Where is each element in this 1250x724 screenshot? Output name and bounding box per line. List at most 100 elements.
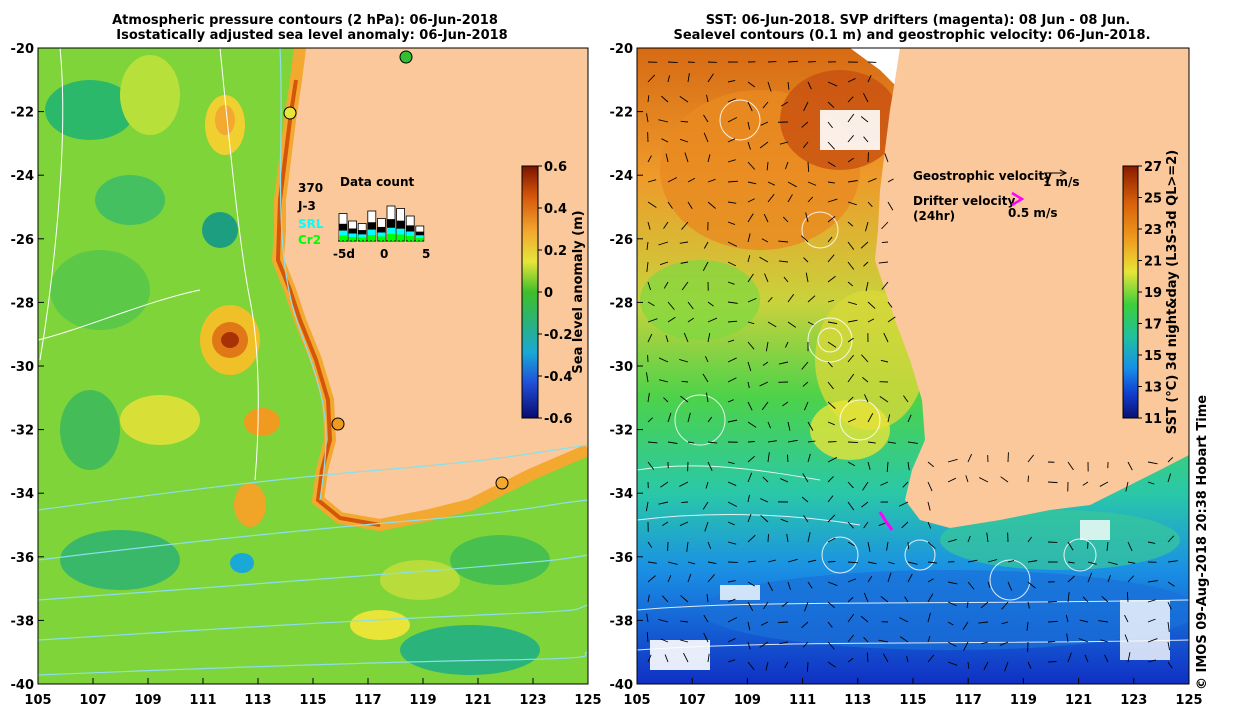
- colorbar-tick-label: 13: [1144, 381, 1162, 396]
- drifter-velocity-label: Drifter velocity: [913, 194, 1015, 208]
- y-tick-label: -26: [11, 233, 35, 248]
- x-tick-label: 117: [354, 693, 381, 708]
- count-bar-cr2: [368, 235, 376, 241]
- tide-gauge-marker: [496, 477, 508, 489]
- inset-tick-minus5: -5d: [333, 247, 355, 261]
- velocity-arrow: [828, 561, 835, 562]
- velocity-arrow: [1048, 601, 1057, 602]
- colorbar-tick-label: 23: [1144, 223, 1162, 238]
- geostrophic-scale-label: 1 m/s: [1043, 175, 1080, 189]
- sat-label-j3: J-3: [297, 199, 316, 213]
- count-bar-j3: [377, 227, 385, 233]
- x-tick-label: 119: [1010, 693, 1037, 708]
- sat-label-cr2: Cr2: [298, 233, 321, 247]
- x-tick-label: 125: [574, 693, 601, 708]
- colorbar-tick-label: -0.2: [544, 328, 572, 343]
- x-tick-label: 113: [844, 693, 871, 708]
- count-bar-cr2: [377, 237, 385, 242]
- velocity-arrow: [1048, 482, 1058, 483]
- x-tick-label: 117: [955, 693, 982, 708]
- count-bar-srl: [387, 228, 395, 234]
- velocity-arrow: [1028, 476, 1029, 482]
- x-tick-label: 125: [1175, 693, 1202, 708]
- left-map-plot: [38, 48, 588, 684]
- x-tick-label: 109: [134, 693, 161, 708]
- colorbar-tick-label: 25: [1144, 192, 1162, 207]
- count-bar-j3: [368, 222, 376, 230]
- tide-gauge-marker: [284, 107, 296, 119]
- y-tick-label: -22: [11, 106, 35, 121]
- count-bar-srl: [377, 233, 385, 237]
- sst-colorbar-gradient: [1123, 166, 1138, 418]
- left-title-line2: Isostatically adjusted sea level anomaly…: [116, 28, 507, 43]
- count-bar-j3: [406, 225, 414, 231]
- colorbar-tick-label: 0: [544, 286, 553, 301]
- y-tick-label: -28: [11, 296, 35, 311]
- y-tick-label: -32: [610, 424, 634, 439]
- count-bar-cr2: [406, 236, 414, 241]
- australia-land: [875, 48, 1189, 528]
- count-bar-cr2: [358, 238, 366, 242]
- tide-gauge-marker: [332, 418, 344, 430]
- data-count-title: Data count: [340, 175, 415, 189]
- count-bar-j3: [397, 221, 405, 229]
- x-tick-label: 119: [409, 693, 436, 708]
- geostrophic-velocity-label: Geostrophic velocity: [913, 169, 1052, 183]
- inset-tick-5: 5: [422, 247, 430, 261]
- count-bar-cr2: [387, 234, 395, 241]
- count-bar-srl: [339, 231, 347, 236]
- y-tick-label: -36: [610, 551, 634, 566]
- y-tick-label: -32: [11, 424, 35, 439]
- colorbar-tick-label: 17: [1144, 318, 1162, 333]
- x-tick-label: 115: [899, 693, 926, 708]
- count-bar-j3: [416, 232, 424, 236]
- y-tick-label: -26: [610, 233, 634, 248]
- x-tick-label: 111: [189, 693, 216, 708]
- count-bar-cr2: [349, 237, 357, 241]
- y-tick-label: -24: [610, 169, 634, 184]
- sat-label-srl: SRL: [298, 217, 324, 231]
- colorbar-tick-label: 27: [1144, 160, 1162, 175]
- right-map-plot: [637, 48, 1200, 684]
- count-bar-j3: [339, 224, 347, 231]
- drifter-scale-label: 0.5 m/s: [1008, 206, 1057, 220]
- colorbar-tick-label: 11: [1144, 412, 1162, 427]
- x-tick-label: 115: [299, 693, 326, 708]
- right-title-line2: Sealevel contours (0.1 m) and geostrophi…: [673, 28, 1150, 43]
- velocity-arrow: [848, 442, 858, 443]
- count-bar-j3: [349, 229, 357, 234]
- right-title-line1: SST: 06-Jun-2018. SVP drifters (magenta)…: [706, 13, 1131, 28]
- x-tick-label: 121: [1065, 693, 1092, 708]
- colorbar-tick-label: -0.4: [544, 370, 572, 385]
- left-map: Atmospheric pressure contours (2 hPa): 0…: [11, 13, 602, 708]
- count-bar-srl: [416, 235, 424, 238]
- count-bar-srl: [368, 230, 376, 235]
- y-tick-label: -24: [11, 169, 35, 184]
- colorbar-tick-label: 0.6: [544, 160, 567, 175]
- imos-credit: © IMOS 09-Aug-2018 20:38 Hobart Time: [1195, 395, 1210, 690]
- count-bar-cr2: [397, 235, 405, 242]
- velocity-arrow: [908, 542, 909, 549]
- inset-tick-0: 0: [380, 247, 388, 261]
- x-tick-label: 107: [679, 693, 706, 708]
- data-count-max: 370: [298, 181, 323, 195]
- y-tick-label: -34: [610, 487, 634, 502]
- count-bar-j3: [358, 230, 366, 234]
- velocity-arrow: [1048, 641, 1055, 642]
- count-bar-srl: [397, 229, 405, 235]
- y-tick-label: -38: [610, 614, 634, 629]
- velocity-arrow: [882, 242, 888, 243]
- y-tick-label: -36: [11, 551, 35, 566]
- velocity-arrow: [787, 455, 788, 462]
- sst-colorbar-label: SST (°C) 3d night&day (L3S-3d QL>=2): [1165, 150, 1180, 434]
- drifter-velocity-interval: (24hr): [913, 209, 955, 223]
- velocity-arrow: [1127, 592, 1128, 602]
- y-tick-label: -38: [11, 614, 35, 629]
- velocity-arrow: [668, 62, 678, 63]
- y-tick-label: -40: [610, 678, 634, 693]
- y-tick-label: -34: [11, 487, 35, 502]
- left-title-line1: Atmospheric pressure contours (2 hPa): 0…: [112, 13, 498, 28]
- y-tick-label: -22: [610, 106, 634, 121]
